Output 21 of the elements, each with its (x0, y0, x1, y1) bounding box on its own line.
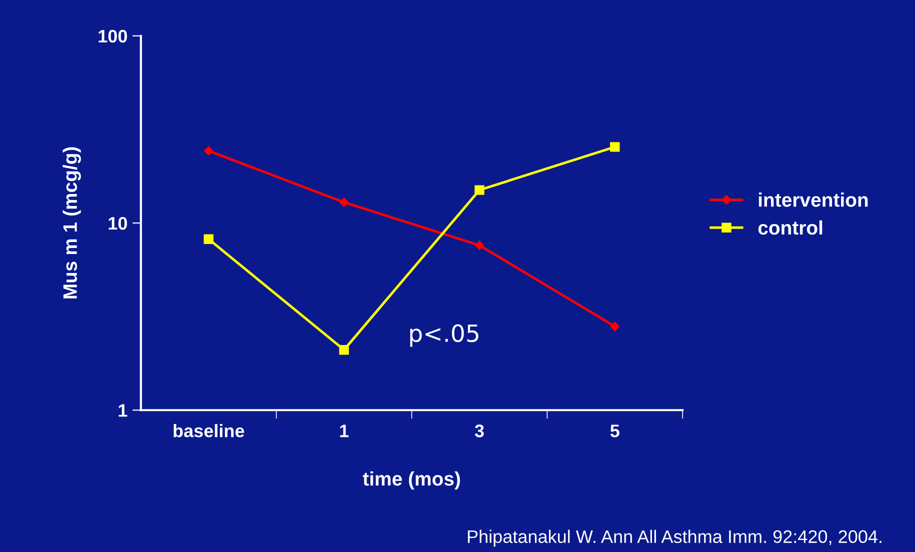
legend-label: intervention (758, 192, 868, 207)
x-tick-label: baseline (174, 424, 244, 438)
y-tick-label: 1 (118, 404, 128, 417)
point (339, 198, 349, 207)
point (474, 240, 484, 250)
point (610, 142, 620, 152)
x-tick-label: 1 (340, 424, 349, 438)
y-axis-title: Mus m 1 (mcg/g) (62, 147, 81, 298)
y-tick-label: 10 (108, 216, 127, 230)
x-tick-label: 3 (474, 424, 484, 438)
point (339, 344, 349, 355)
legend-label: control (758, 220, 822, 235)
text: Phipatanakul W. Ann All Asthma Imm. 92:420, 2004. (468, 530, 882, 547)
annotation: p<.05 (410, 324, 478, 347)
x-tick-label: 5 (610, 424, 620, 438)
point (204, 146, 214, 156)
y-tick-label: 100 (98, 30, 127, 43)
point (610, 322, 620, 332)
x-axis-title: time (mos) (362, 471, 460, 490)
point (204, 234, 214, 244)
point (474, 185, 484, 195)
